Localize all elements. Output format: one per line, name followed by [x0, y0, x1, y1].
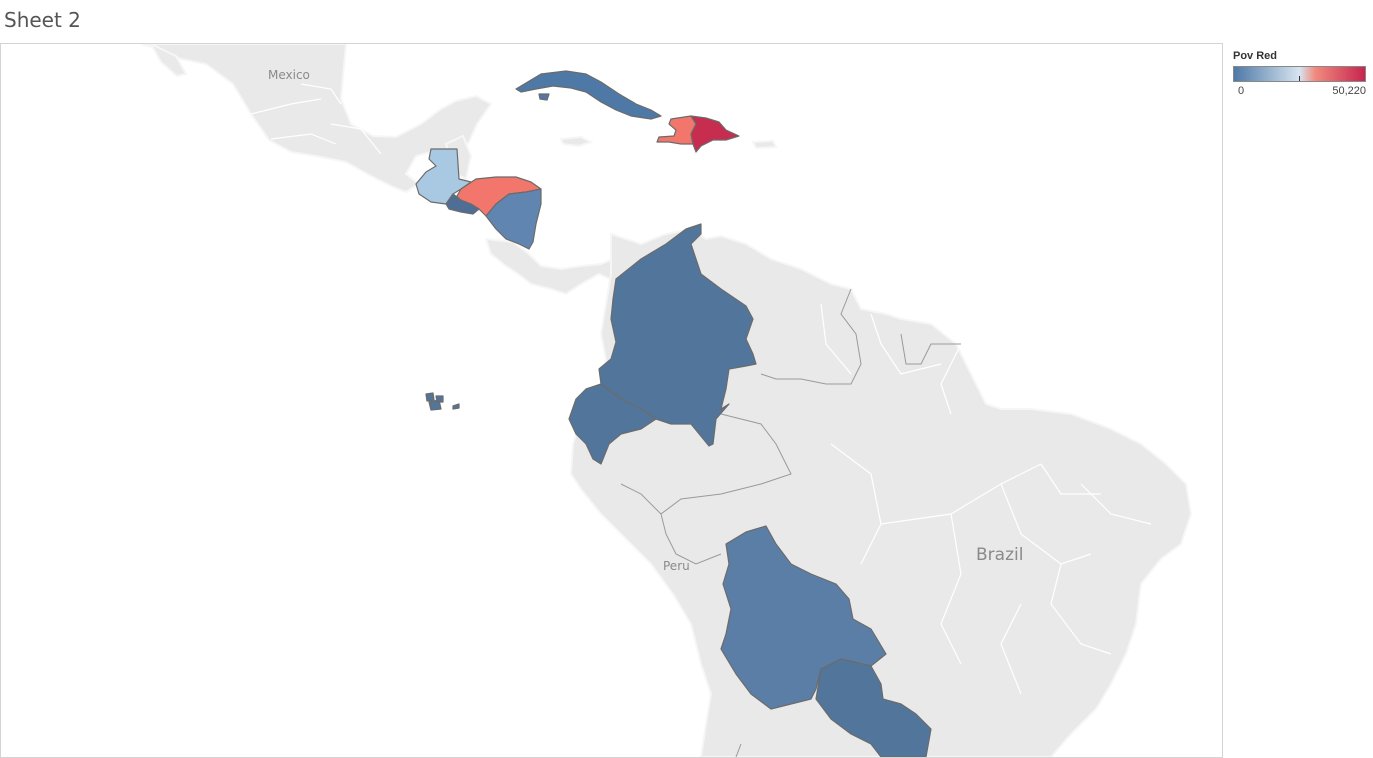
legend-midpoint-tick — [1299, 76, 1300, 81]
country-guatemala[interactable] — [415, 148, 472, 205]
map-view[interactable]: Mexico Brazil Peru — [0, 43, 1223, 758]
map-canvas[interactable]: Mexico Brazil Peru — [1, 44, 1222, 757]
label-mexico: Mexico — [268, 68, 310, 82]
country-el-salvador[interactable] — [445, 193, 480, 215]
country-dominican-republic[interactable] — [690, 115, 740, 153]
land-costa-rica-panama — [484, 237, 628, 296]
legend-labels: 0 50,220 — [1233, 85, 1366, 99]
label-brazil: Brazil — [976, 545, 1023, 565]
legend-max-label: 50,220 — [1332, 85, 1366, 97]
land-mexico — [140, 44, 493, 194]
legend-color-ramp — [1233, 66, 1366, 82]
country-ecuador[interactable] — [568, 383, 657, 465]
country-shapes[interactable] — [415, 70, 932, 757]
country-paraguay[interactable] — [815, 658, 932, 757]
place-labels: Mexico Brazil Peru — [268, 68, 1023, 573]
legend-min-label: 0 — [1238, 85, 1245, 97]
color-legend[interactable]: Pov Red 0 50,220 — [1233, 50, 1373, 99]
land-puerto-rico — [751, 139, 778, 150]
country-colombia[interactable] — [598, 223, 757, 447]
land-baja — [149, 44, 188, 78]
country-borders — [620, 288, 961, 757]
country-galapagos-1[interactable] — [425, 392, 435, 402]
country-haiti[interactable] — [656, 115, 697, 145]
country-galapagos-4[interactable] — [452, 403, 460, 410]
country-cuba-isle[interactable] — [538, 93, 550, 101]
label-peru: Peru — [663, 559, 690, 573]
land-jamaica — [559, 135, 594, 148]
country-galapagos-3[interactable] — [435, 395, 444, 403]
internal-borders — [250, 83, 1152, 695]
country-cuba[interactable] — [515, 70, 662, 120]
legend-title: Pov Red — [1233, 50, 1278, 62]
sheet-title: Sheet 2 — [4, 8, 81, 32]
country-nicaragua[interactable] — [485, 188, 542, 250]
